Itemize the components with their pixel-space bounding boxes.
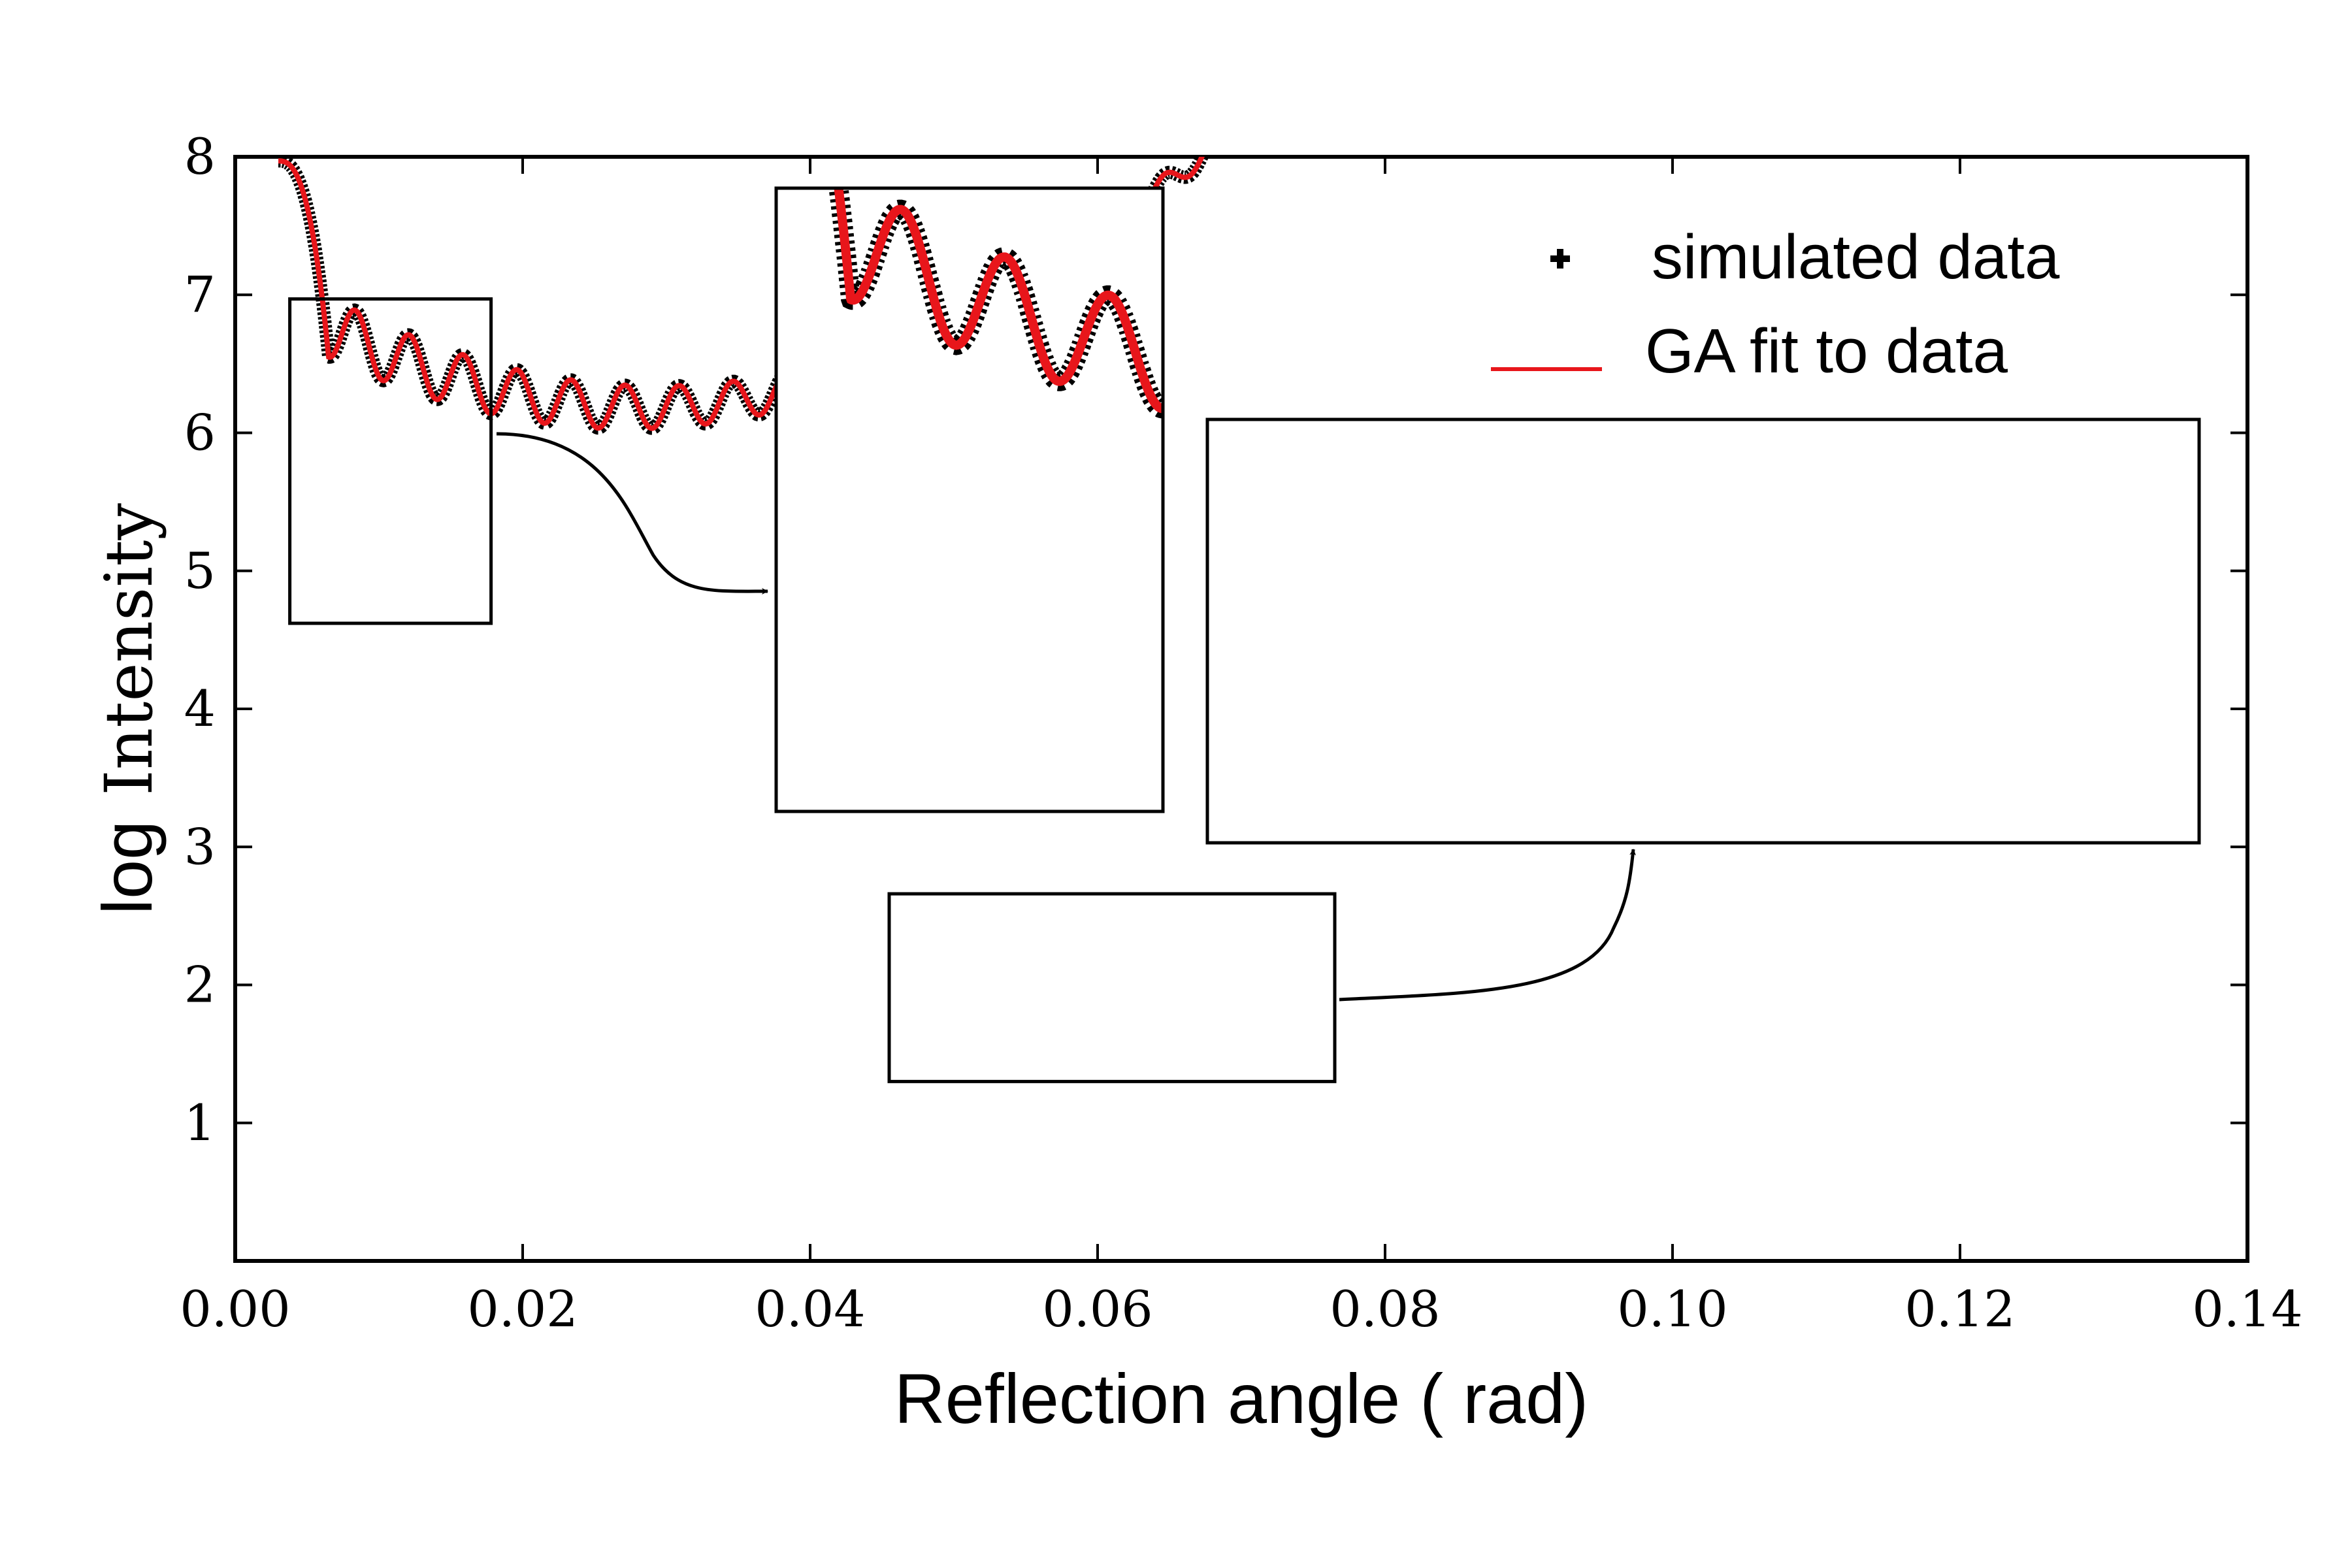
x-tick-label: 0.08 bbox=[1330, 1280, 1440, 1338]
legend-marker-plus bbox=[1550, 249, 1570, 269]
legend-label-simulated: simulated data bbox=[1652, 222, 2060, 292]
x-tick-label: 0.04 bbox=[755, 1280, 865, 1338]
y-tick-label: 1 bbox=[184, 1094, 216, 1152]
y-axis-title-log: log bbox=[88, 821, 167, 915]
y-axis-title: log Intensity bbox=[88, 503, 167, 915]
svg-text:log Intensity: log Intensity bbox=[88, 503, 167, 915]
x-tick-label: 0.12 bbox=[1904, 1280, 2015, 1338]
inset-mid-angle-bg bbox=[1207, 419, 2199, 843]
legend: simulated data GA fit to data bbox=[1491, 222, 2060, 386]
x-tick-label: 0.14 bbox=[2192, 1280, 2302, 1338]
y-tick-label: 6 bbox=[184, 404, 216, 462]
x-tick-label: 0.10 bbox=[1617, 1280, 1727, 1338]
zoom-region-low-angle bbox=[290, 299, 491, 623]
legend-label-fit: GA fit to data bbox=[1645, 316, 2008, 386]
zoom-arrow-1 bbox=[497, 434, 768, 591]
y-tick-label: 3 bbox=[184, 817, 216, 875]
reflectivity-chart: 0.00 0.02 0.04 0.06 0.08 0.10 0.12 0.14 1 2 3 4 5 6 7… bbox=[0, 0, 2352, 1568]
x-tick-label: 0.00 bbox=[180, 1280, 290, 1338]
y-tick-label: 7 bbox=[184, 265, 216, 323]
zoom-region-mid-angle bbox=[889, 894, 1335, 1081]
zoom-arrow-2 bbox=[1339, 849, 1633, 1000]
y-axis-title-intensity: Intensity bbox=[91, 503, 167, 796]
inset-low-angle-bg bbox=[776, 188, 1163, 811]
x-tick-label: 0.06 bbox=[1042, 1280, 1152, 1338]
y-tick-label: 4 bbox=[184, 679, 216, 738]
y-tick-label: 5 bbox=[184, 542, 216, 600]
x-axis-title: Reflection angle ( rad) bbox=[894, 1359, 1589, 1438]
x-tick-label: 0.02 bbox=[467, 1280, 578, 1338]
y-tick-label: 2 bbox=[184, 956, 216, 1014]
y-tick-label: 8 bbox=[184, 127, 216, 186]
